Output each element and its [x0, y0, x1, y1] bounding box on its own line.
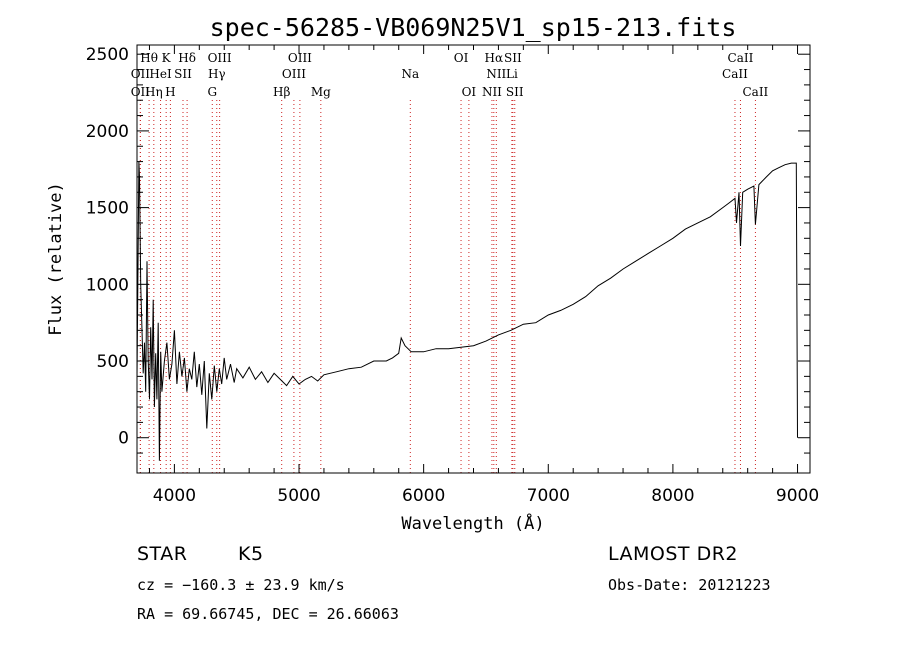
line-marker-label: HeI: [149, 67, 172, 81]
y-tick-label: 2500: [86, 45, 129, 65]
line-marker-label: OII: [131, 67, 151, 81]
obs-date-text: Obs-Date: 20121223: [608, 576, 771, 594]
survey-name: LAMOST DR2: [608, 543, 738, 565]
object-subclass: K5: [238, 543, 264, 565]
emission-line-markers: Hθ OII OII K HeI Hη SII H Hδ OIII Hγ G OIII OIII Hβ Mg N…: [131, 51, 769, 473]
line-marker-label: G: [207, 85, 217, 99]
y-axis: 0 500 1000 1500 2000 2500: [86, 45, 810, 454]
y-tick-label: 2000: [86, 122, 129, 142]
y-tick-label: 0: [118, 429, 129, 449]
line-marker-label: Hγ: [208, 67, 226, 81]
line-marker-label: NII: [486, 67, 506, 81]
line-marker-label: CaII: [722, 67, 748, 81]
line-marker-label: H: [165, 85, 175, 99]
line-marker-label: SII: [174, 67, 192, 81]
line-marker-label: CaII: [728, 51, 754, 65]
coordinates-text: RA = 69.66745, DEC = 26.66063: [137, 605, 399, 623]
chart-title: spec-56285-VB069N25V1_sp15-213.fits: [210, 13, 737, 42]
spectrum-line: [136, 161, 798, 461]
line-marker-label: Hβ: [273, 85, 290, 99]
line-marker-label: Hα: [485, 51, 504, 65]
series-group: [136, 161, 798, 461]
x-tick-label: 5000: [277, 486, 320, 506]
line-marker-label: OII: [131, 85, 151, 99]
line-marker-label: OIII: [288, 51, 312, 65]
x-axis: 4000 5000 6000 7000 8000 9000: [148, 45, 819, 506]
line-marker-label: K: [162, 51, 172, 65]
x-tick-label: 4000: [153, 486, 196, 506]
plot-frame: [136, 44, 811, 474]
line-marker-label: Li: [506, 67, 518, 81]
y-tick-label: 1000: [86, 275, 129, 295]
line-marker-label: Na: [401, 67, 419, 81]
x-tick-label: 6000: [402, 486, 445, 506]
line-marker-label: Hδ: [178, 51, 196, 65]
line-marker-label: SII: [504, 51, 522, 65]
y-tick-label: 500: [97, 352, 129, 372]
line-marker-label: Hη: [145, 85, 163, 99]
x-tick-label: 8000: [651, 486, 694, 506]
line-marker-label: OIII: [208, 51, 232, 65]
redshift-text: cz = −160.3 ± 23.9 km/s: [137, 576, 345, 594]
object-class: STAR: [137, 543, 187, 565]
line-marker-label: NII: [482, 85, 502, 99]
line-marker-label: CaII: [742, 85, 768, 99]
line-marker-label: OI: [454, 51, 469, 65]
line-marker-label: SII: [506, 85, 524, 99]
line-marker-label: OI: [462, 85, 477, 99]
line-marker-label: OIII: [282, 67, 306, 81]
line-marker-label: Hθ: [140, 51, 158, 65]
y-axis-label: Flux (relative): [46, 182, 66, 336]
x-tick-label: 9000: [776, 486, 819, 506]
y-tick-label: 1500: [86, 199, 129, 219]
x-axis-label: Wavelength (Å): [401, 512, 544, 534]
x-tick-label: 7000: [527, 486, 570, 506]
line-marker-label: Mg: [311, 85, 331, 99]
